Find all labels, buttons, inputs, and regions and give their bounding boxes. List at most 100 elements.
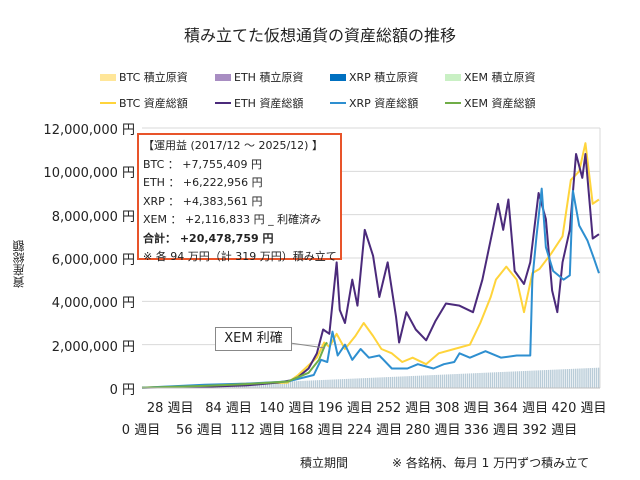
principal-bar: [433, 375, 435, 388]
legend-swatch: [215, 73, 231, 81]
chart-title: 積み立てた仮想通貨の資産総額の推移: [183, 26, 456, 45]
principal-bar: [589, 368, 591, 388]
principal-bar: [318, 380, 321, 388]
principal-bar: [445, 374, 448, 388]
y-tick-label: 8,000,000 円: [51, 209, 135, 225]
legend-line: [100, 102, 116, 104]
principal-bar: [327, 379, 329, 388]
principal-bar: [400, 376, 402, 388]
principal-bar: [575, 368, 577, 388]
principal-bar: [312, 380, 315, 388]
principal-bar: [558, 369, 560, 388]
legend-label: ETH 積立原資: [234, 71, 304, 84]
legend-label: XRP 資産総額: [349, 97, 419, 110]
legend-label: XRP 積立原資: [349, 71, 419, 84]
principal-bar: [510, 371, 512, 388]
principal-bar: [518, 371, 521, 388]
legend-row-principal: BTC 積立原資 ETH 積立原資 XRP 積立原資 XEM 積立原資: [100, 64, 560, 90]
principal-bar: [529, 370, 531, 388]
legend-label: ETH 資産総額: [234, 97, 304, 110]
principal-bar: [275, 382, 277, 388]
principal-bar: [256, 382, 258, 388]
principal-bar: [377, 377, 379, 388]
principal-bar: [289, 381, 292, 388]
principal-bar: [371, 377, 373, 388]
principal-bar: [570, 368, 573, 388]
principal-bar: [323, 379, 325, 388]
principal-bar: [460, 373, 462, 388]
principal-bar: [402, 376, 404, 388]
legend-item: XRP 積立原資: [330, 69, 445, 85]
principal-bar: [293, 381, 296, 388]
principal-bar: [595, 367, 598, 388]
principal-bar: [285, 381, 288, 388]
legend-swatch: [100, 73, 116, 81]
principal-bar: [393, 376, 396, 388]
legend-label: BTC 資産総額: [119, 97, 188, 110]
principal-bar: [541, 370, 544, 388]
annotation-total: 合計： +20,478,759 円: [143, 231, 274, 245]
principal-bar: [577, 368, 579, 388]
principal-bar: [554, 369, 556, 388]
x-tick-label: 364 週目: [493, 401, 549, 416]
principal-bar: [308, 380, 310, 388]
principal-bar: [485, 372, 487, 388]
principal-bar: [346, 378, 348, 388]
principal-bar: [537, 370, 539, 388]
legend-swatch: [445, 73, 461, 81]
principal-bar: [420, 375, 423, 388]
principal-bar: [439, 374, 442, 388]
x-tick-label: 112 週目: [230, 423, 286, 438]
principal-bar: [279, 381, 281, 388]
x-tick-label: 280 週目: [405, 423, 461, 438]
y-tick-label: 2,000,000 円: [51, 339, 135, 355]
principal-bar: [502, 371, 504, 388]
principal-bar: [310, 380, 313, 388]
x-tick-label: 392 週目: [522, 423, 578, 438]
principal-bar: [366, 377, 369, 388]
principal-bar: [287, 381, 290, 388]
principal-bar: [391, 376, 394, 388]
legend-item: ETH 積立原資: [215, 69, 330, 85]
principal-bar: [423, 375, 425, 388]
principal-bar: [262, 382, 265, 388]
principal-bar: [508, 371, 510, 388]
principal-bar: [264, 382, 267, 388]
principal-bar: [491, 372, 494, 388]
x-tick-label: 336 週目: [463, 423, 519, 438]
legend-item: BTC 資産総額: [100, 95, 215, 111]
principal-bar: [579, 368, 581, 388]
principal-bar: [343, 378, 346, 388]
principal-bar: [406, 376, 408, 388]
callout-leader: [289, 342, 326, 349]
x-tick-label: 140 週目: [259, 401, 315, 416]
principal-bar: [281, 381, 283, 388]
x-axis-title: 積立期間: [300, 456, 349, 470]
principal-bar: [354, 378, 356, 388]
xem-callout: XEM 利確: [215, 327, 292, 351]
y-tick-label: 12,000,000 円: [43, 123, 135, 138]
principal-bar: [395, 376, 398, 388]
principal-bar: [333, 379, 335, 388]
principal-bar: [543, 370, 546, 388]
annotation-xem: XEM ： +2,116,833 円 _ 利確済み: [143, 213, 322, 226]
principal-bar: [381, 377, 383, 388]
principal-bar: [429, 375, 431, 388]
principal-bar: [416, 375, 419, 388]
principal-bar: [456, 373, 458, 388]
principal-bar: [497, 372, 500, 388]
y-tick-label: 4,000,000 円: [51, 296, 135, 312]
principal-bar: [304, 380, 306, 388]
legend-label: XEM 積立原資: [464, 71, 536, 84]
principal-bar: [539, 370, 542, 388]
principal-bar: [581, 368, 583, 388]
principal-bar: [443, 374, 446, 388]
principal-bar: [448, 374, 450, 388]
principal-bar: [375, 377, 377, 388]
legend-item: XRP 資産総額: [330, 95, 445, 111]
principal-bar: [385, 377, 387, 388]
principal-bar: [479, 372, 481, 388]
series-line-xem: [141, 341, 329, 389]
principal-bar: [408, 376, 410, 388]
principal-bar: [525, 370, 527, 388]
